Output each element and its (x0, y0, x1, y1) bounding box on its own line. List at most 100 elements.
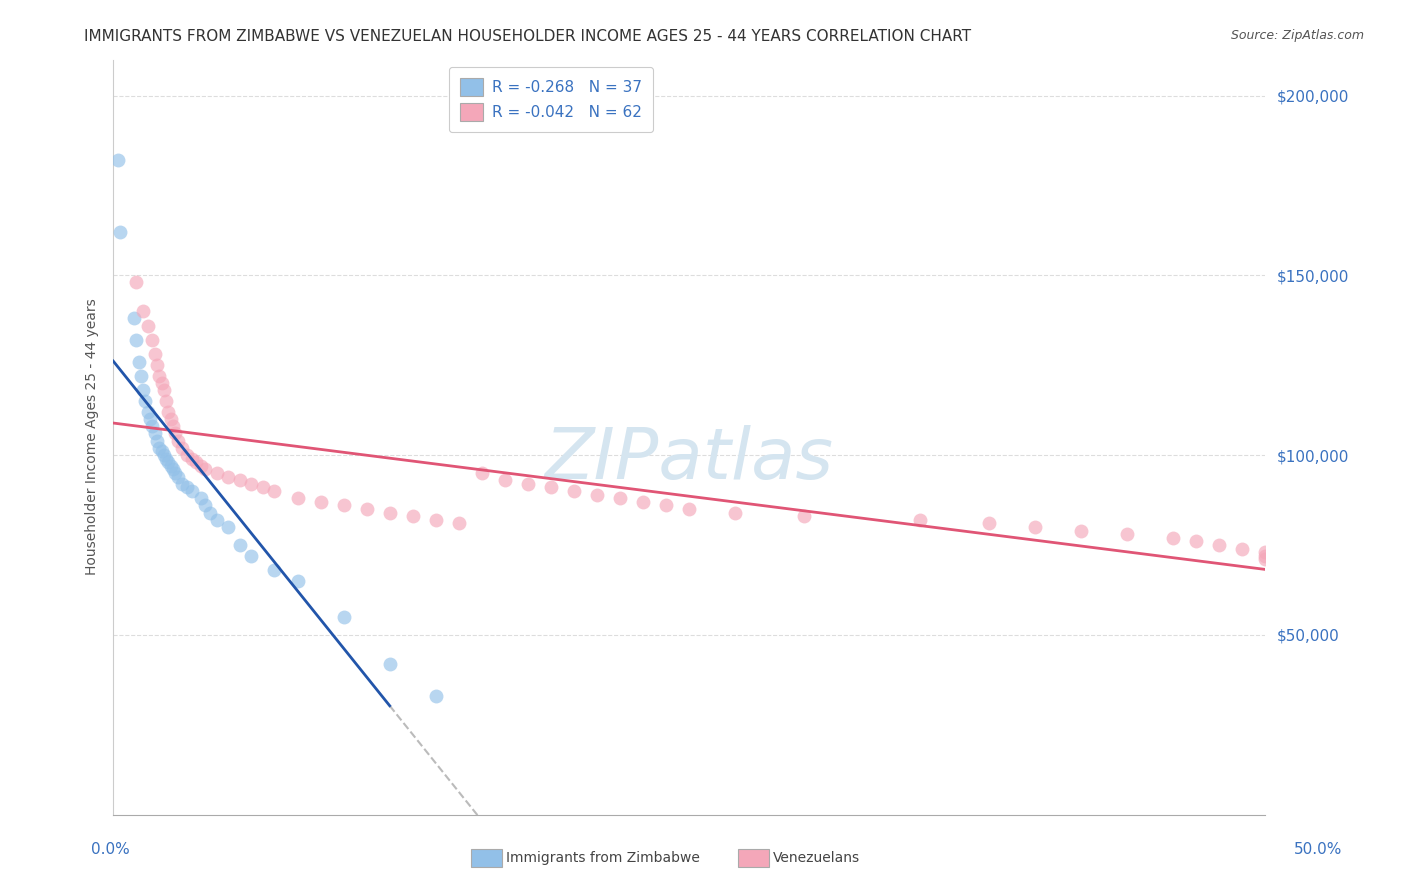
Point (287, 574, 309, 588)
Point (148, 441, 170, 455)
Point (263, 483, 285, 498)
Point (309, 495, 332, 509)
Point (180, 451, 202, 466)
Point (977, 516, 1000, 531)
Point (159, 458, 181, 473)
Point (378, 506, 401, 520)
Point (1024, 520, 1046, 534)
Point (186, 455, 208, 469)
Text: 0.0%: 0.0% (91, 842, 131, 856)
Point (609, 491, 631, 506)
Point (143, 347, 166, 361)
Point (1254, 545, 1277, 559)
Point (724, 506, 747, 520)
Point (229, 473, 252, 487)
Point (153, 448, 176, 462)
Point (125, 333, 148, 347)
Point (107, 153, 129, 168)
Point (356, 502, 378, 516)
Point (136, 405, 159, 419)
Point (141, 419, 163, 434)
Point (1070, 524, 1092, 538)
Point (190, 491, 212, 506)
Point (631, 495, 654, 509)
Point (159, 412, 181, 426)
Point (1208, 538, 1230, 552)
Point (1185, 534, 1208, 549)
Y-axis label: Householder Income Ages 25 - 44 years: Householder Income Ages 25 - 44 years (86, 299, 100, 575)
Point (1254, 552, 1277, 566)
Point (176, 448, 198, 462)
Point (205, 466, 228, 480)
Point (146, 434, 169, 448)
Point (402, 509, 425, 524)
Point (141, 333, 163, 347)
Text: IMMIGRANTS FROM ZIMBABWE VS VENEZUELAN HOUSEHOLDER INCOME AGES 25 - 44 YEARS COR: IMMIGRANTS FROM ZIMBABWE VS VENEZUELAN H… (84, 29, 972, 44)
Point (378, 657, 401, 671)
Point (287, 491, 309, 506)
Point (150, 376, 173, 391)
Point (132, 304, 155, 318)
Point (125, 276, 148, 290)
Point (155, 394, 177, 409)
Point (471, 466, 494, 480)
Point (172, 476, 194, 491)
Text: 50.0%: 50.0% (1295, 842, 1343, 856)
Point (165, 466, 187, 480)
Point (562, 483, 585, 498)
Point (172, 441, 194, 455)
Point (128, 354, 150, 368)
Point (1232, 541, 1254, 556)
Text: Venezuelans: Venezuelans (773, 851, 860, 865)
Point (153, 384, 176, 398)
Point (136, 318, 159, 333)
Point (425, 513, 447, 527)
Point (155, 451, 177, 466)
Point (194, 462, 217, 476)
Point (198, 506, 221, 520)
Point (229, 538, 252, 552)
Point (494, 473, 516, 487)
Point (655, 499, 678, 513)
Point (217, 469, 239, 483)
Point (194, 499, 217, 513)
Point (148, 368, 170, 383)
Point (205, 513, 228, 527)
Text: Immigrants from Zimbabwe: Immigrants from Zimbabwe (506, 851, 700, 865)
Point (176, 480, 198, 494)
Point (678, 502, 700, 516)
Point (132, 384, 155, 398)
Point (240, 476, 263, 491)
Point (190, 458, 212, 473)
Point (165, 426, 187, 441)
Point (240, 549, 263, 563)
Point (157, 405, 180, 419)
Point (146, 358, 169, 372)
Point (108, 225, 131, 239)
Point (586, 487, 609, 501)
Point (180, 483, 202, 498)
Text: Source: ZipAtlas.com: Source: ZipAtlas.com (1230, 29, 1364, 42)
Point (425, 689, 447, 703)
Point (1161, 531, 1184, 545)
Text: ZIPatlas: ZIPatlas (544, 425, 834, 494)
Point (793, 509, 815, 524)
Point (166, 434, 188, 448)
Point (134, 394, 156, 409)
Point (143, 426, 166, 441)
Point (150, 444, 173, 458)
Point (122, 311, 145, 326)
Point (517, 476, 540, 491)
Point (129, 368, 152, 383)
Point (139, 412, 162, 426)
Point (908, 513, 931, 527)
Point (166, 469, 188, 483)
Point (540, 480, 562, 494)
Point (217, 520, 239, 534)
Point (1254, 549, 1277, 563)
Point (447, 516, 470, 531)
Point (252, 480, 274, 494)
Legend: R = -0.268   N = 37, R = -0.042   N = 62: R = -0.268 N = 37, R = -0.042 N = 62 (450, 67, 652, 131)
Point (263, 563, 285, 577)
Point (1116, 527, 1139, 541)
